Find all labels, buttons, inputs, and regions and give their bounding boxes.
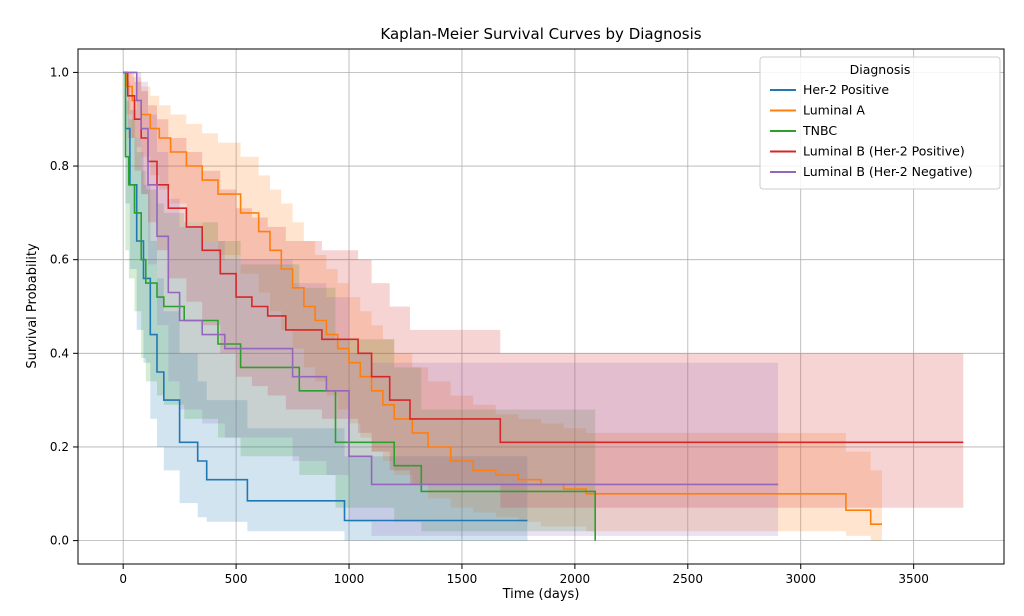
legend-label: Luminal B (Her-2 Negative) [803,164,973,179]
chart-title: Kaplan-Meier Survival Curves by Diagnosi… [380,25,701,43]
confidence-band [123,72,596,541]
x-axis-label: Time (days) [502,587,580,602]
confidence-band [123,72,528,541]
y-tick-label: 0.4 [50,346,69,360]
legend-label: Her-2 Positive [803,82,889,97]
survival-curve [123,71,597,541]
survival-lines [123,71,964,541]
survival-curve [123,71,779,486]
legend: Diagnosis Her-2 Positive Luminal A TNBC Lumi… [759,56,1001,190]
y-axis-label: Survival Probability [25,243,40,369]
y-tick-label: 0.6 [50,253,69,267]
survival-curve [123,71,964,444]
legend-title: Diagnosis [850,62,911,77]
x-tick-label: 1500 [447,572,478,586]
y-tick-label: 1.0 [50,65,69,79]
legend-label: TNBC [802,123,837,138]
x-tick-label: 3000 [785,572,816,586]
x-tick-label: 2500 [673,572,704,586]
axis-ticks: 0 500 1000 1500 2000 2500 3000 3500 0.0 0.2 0.4 0.6… [50,65,929,586]
confidence-band [123,72,779,536]
x-tick-label: 500 [225,572,248,586]
legend-box [759,56,1001,190]
legend-label: Luminal A [803,103,865,118]
x-tick-label: 3500 [898,572,929,586]
plot-frame [77,48,1005,565]
confidence-band [123,72,964,508]
legend-label: Luminal B (Her-2 Positive) [803,144,965,159]
x-tick-label: 0 [119,572,127,586]
survival-curve [123,71,882,526]
x-tick-label: 1000 [334,572,365,586]
x-tick-label: 2000 [560,572,591,586]
y-tick-label: 0.2 [50,440,69,454]
y-tick-label: 0.0 [50,534,69,548]
y-tick-label: 0.8 [50,159,69,173]
